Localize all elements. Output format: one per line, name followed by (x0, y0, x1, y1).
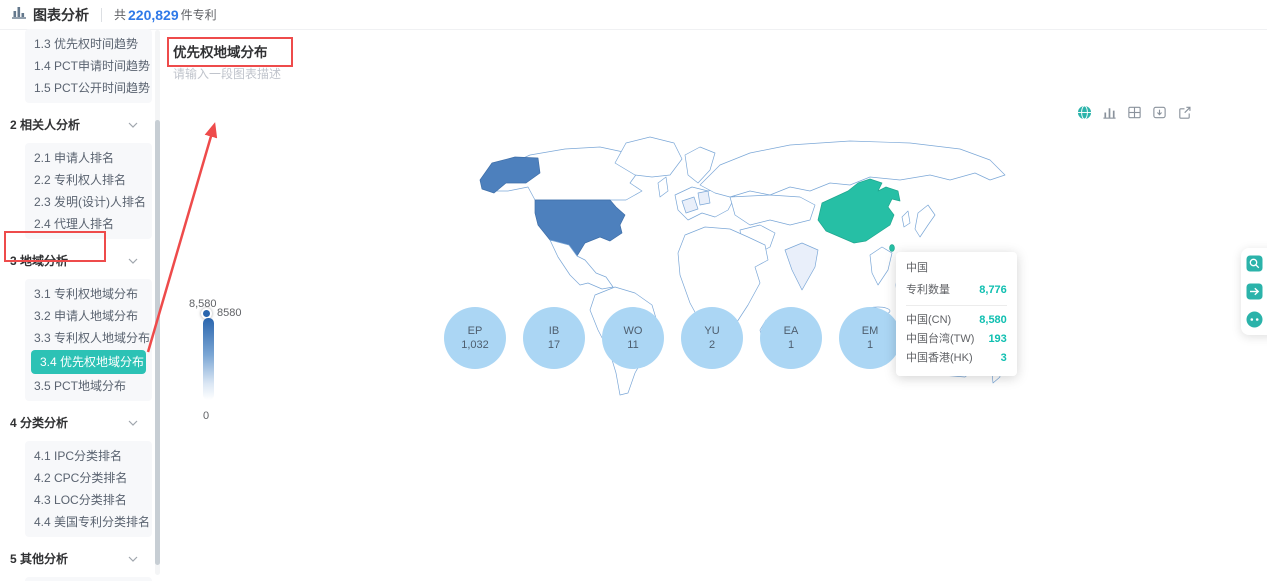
tooltip-row-label: 中国(CN) (906, 314, 952, 326)
sidebar-item-3-4-selected[interactable]: 3.4 优先权地域分布 (31, 350, 146, 374)
bubble-ep[interactable]: EP 1,032 (444, 307, 506, 369)
bubble-wo[interactable]: WO 11 (602, 307, 664, 369)
data-table-icon[interactable] (1126, 104, 1142, 120)
chevron-down-icon (128, 549, 138, 567)
chevron-down-icon (128, 251, 138, 269)
sidebar-item-3-2[interactable]: 3.2 申请人地域分布 (34, 309, 139, 323)
bubble-em[interactable]: EM 1 (839, 307, 901, 369)
tooltip-row-label: 中国香港(HK) (906, 352, 973, 364)
tooltip-row-label: 中国台湾(TW) (906, 333, 975, 345)
analysis-sidebar: 1.3 优先权时间趋势 1.4 PCT申请时间趋势 1.5 PCT公开时间趋势 … (0, 29, 166, 581)
tooltip-count-value: 8,776 (979, 284, 1007, 296)
sidebar-item-2-1[interactable]: 2.1 申请人排名 (34, 151, 115, 165)
chevron-down-icon (128, 413, 138, 431)
sidebar-group-5: 5.1 专利类型统计 (25, 577, 152, 581)
legend-min-label: 0 (203, 410, 210, 422)
bubble-code: YU (704, 325, 720, 337)
search-doc-icon[interactable] (1246, 255, 1263, 272)
sidebar-item-4-1[interactable]: 4.1 IPC分类排名 (34, 449, 123, 463)
download-icon[interactable] (1151, 104, 1167, 120)
bubble-value: 11 (627, 339, 639, 351)
sidebar-item-3-3[interactable]: 3.3 专利权人地域分布 (34, 331, 151, 345)
sidebar-item-3-1[interactable]: 3.1 专利权地域分布 (34, 287, 139, 301)
sidebar-item-3-5[interactable]: 3.5 PCT地域分布 (34, 379, 127, 393)
bubble-code: WO (623, 325, 643, 337)
section-title: 2 相关人分析 (10, 117, 81, 132)
tooltip-row-value: 193 (988, 333, 1007, 345)
bubble-ib[interactable]: IB 17 (523, 307, 585, 369)
total-patent-count: 220,829 (128, 6, 179, 23)
chart-description-placeholder[interactable]: 请输入一段图表描述 (173, 67, 282, 81)
map-tooltip: 中国 专利数量 8,776 中国(CN) 8,580 中国台湾(TW) 193 … (896, 252, 1017, 376)
sidebar-item-2-4[interactable]: 2.4 代理人排名 (34, 217, 115, 231)
bubble-code: EA (783, 325, 799, 337)
sidebar-item-1-5[interactable]: 1.5 PCT公开时间趋势 (34, 81, 151, 95)
section-title: 4 分类分析 (10, 415, 69, 430)
bubble-value: 1,032 (461, 339, 489, 351)
sidebar-section-class-analysis[interactable]: 4 分类分析 (0, 409, 166, 435)
region-usa (534, 199, 626, 257)
sidebar-item-4-3[interactable]: 4.3 LOC分类排名 (34, 493, 127, 507)
sidebar-scrollbar-thumb[interactable] (155, 120, 160, 565)
chart-panel: 优先权地域分布 请输入一段图表描述 (166, 30, 1267, 581)
sidebar-item-1-4[interactable]: 1.4 PCT申请时间趋势 (34, 59, 151, 73)
sidebar-item-1-3[interactable]: 1.3 优先权时间趋势 (34, 37, 139, 51)
sidebar-group-2: 2.1 申请人排名 2.2 专利权人排名 2.3 发明(设计)人排名 2.4 代… (25, 143, 152, 239)
section-title: 5 其他分析 (10, 551, 69, 566)
bubble-code: IB (548, 325, 560, 337)
chevron-down-icon (128, 115, 138, 133)
chat-feedback-icon[interactable] (1246, 311, 1263, 328)
tooltip-row-value: 3 (1000, 352, 1007, 364)
bar-chart-icon[interactable] (1101, 104, 1117, 120)
header-divider (101, 7, 102, 22)
export-arrow-icon[interactable] (1246, 283, 1263, 300)
tooltip-row-value: 8,580 (979, 314, 1007, 326)
globe-map-icon[interactable] (1076, 104, 1092, 120)
sidebar-item-2-3[interactable]: 2.3 发明(设计)人排名 (34, 195, 147, 209)
chart-title: 优先权地域分布 (173, 45, 268, 60)
bubble-value: 1 (866, 339, 874, 351)
bubble-value: 2 (708, 339, 716, 351)
fullscreen-icon[interactable] (1176, 104, 1192, 120)
section-title: 3 地域分析 (10, 253, 69, 268)
total-suffix: 件专利 (180, 8, 217, 22)
chart-analysis-logo-icon (10, 4, 27, 25)
bubble-value: 1 (787, 339, 795, 351)
app-header: 图表分析 共 220,829 件专利 (0, 0, 1267, 30)
sidebar-item-4-4[interactable]: 4.4 美国专利分类排名 (34, 515, 151, 529)
bubble-code: EM (861, 325, 879, 337)
sidebar-section-related-person[interactable]: 2 相关人分析 (0, 111, 166, 137)
total-prefix: 共 (114, 8, 127, 22)
bubble-value: 17 (547, 339, 561, 351)
bubble-code: EP (467, 325, 483, 337)
sidebar-group-4: 4.1 IPC分类排名 4.2 CPC分类排名 4.3 LOC分类排名 4.4 … (25, 441, 152, 537)
chart-view-toolbar (1076, 104, 1192, 120)
floating-action-panel (1241, 248, 1267, 335)
sidebar-group-3: 3.1 专利权地域分布 3.2 申请人地域分布 3.3 专利权人地域分布 3.4… (25, 279, 152, 401)
sidebar-section-other-analysis[interactable]: 5 其他分析 (0, 545, 166, 571)
bubble-yu[interactable]: YU 2 (681, 307, 743, 369)
legend-handle-label: 8580 (217, 307, 242, 319)
region-usa-alaska (479, 156, 541, 194)
bubble-ea[interactable]: EA 1 (760, 307, 822, 369)
region-china (817, 178, 901, 244)
legend-gradient-bar[interactable] (203, 318, 214, 400)
sidebar-item-4-2[interactable]: 4.2 CPC分类排名 (34, 471, 128, 485)
tooltip-region: 中国 (906, 262, 928, 274)
tooltip-count-label: 专利数量 (906, 284, 950, 296)
page-title: 图表分析 (33, 6, 89, 23)
sidebar-group-1: 1.3 优先权时间趋势 1.4 PCT申请时间趋势 1.5 PCT公开时间趋势 (25, 29, 152, 103)
sidebar-section-region-analysis[interactable]: 3 地域分析 (0, 247, 166, 273)
sidebar-item-2-2[interactable]: 2.2 专利权人排名 (34, 173, 127, 187)
tooltip-divider (906, 305, 1007, 306)
